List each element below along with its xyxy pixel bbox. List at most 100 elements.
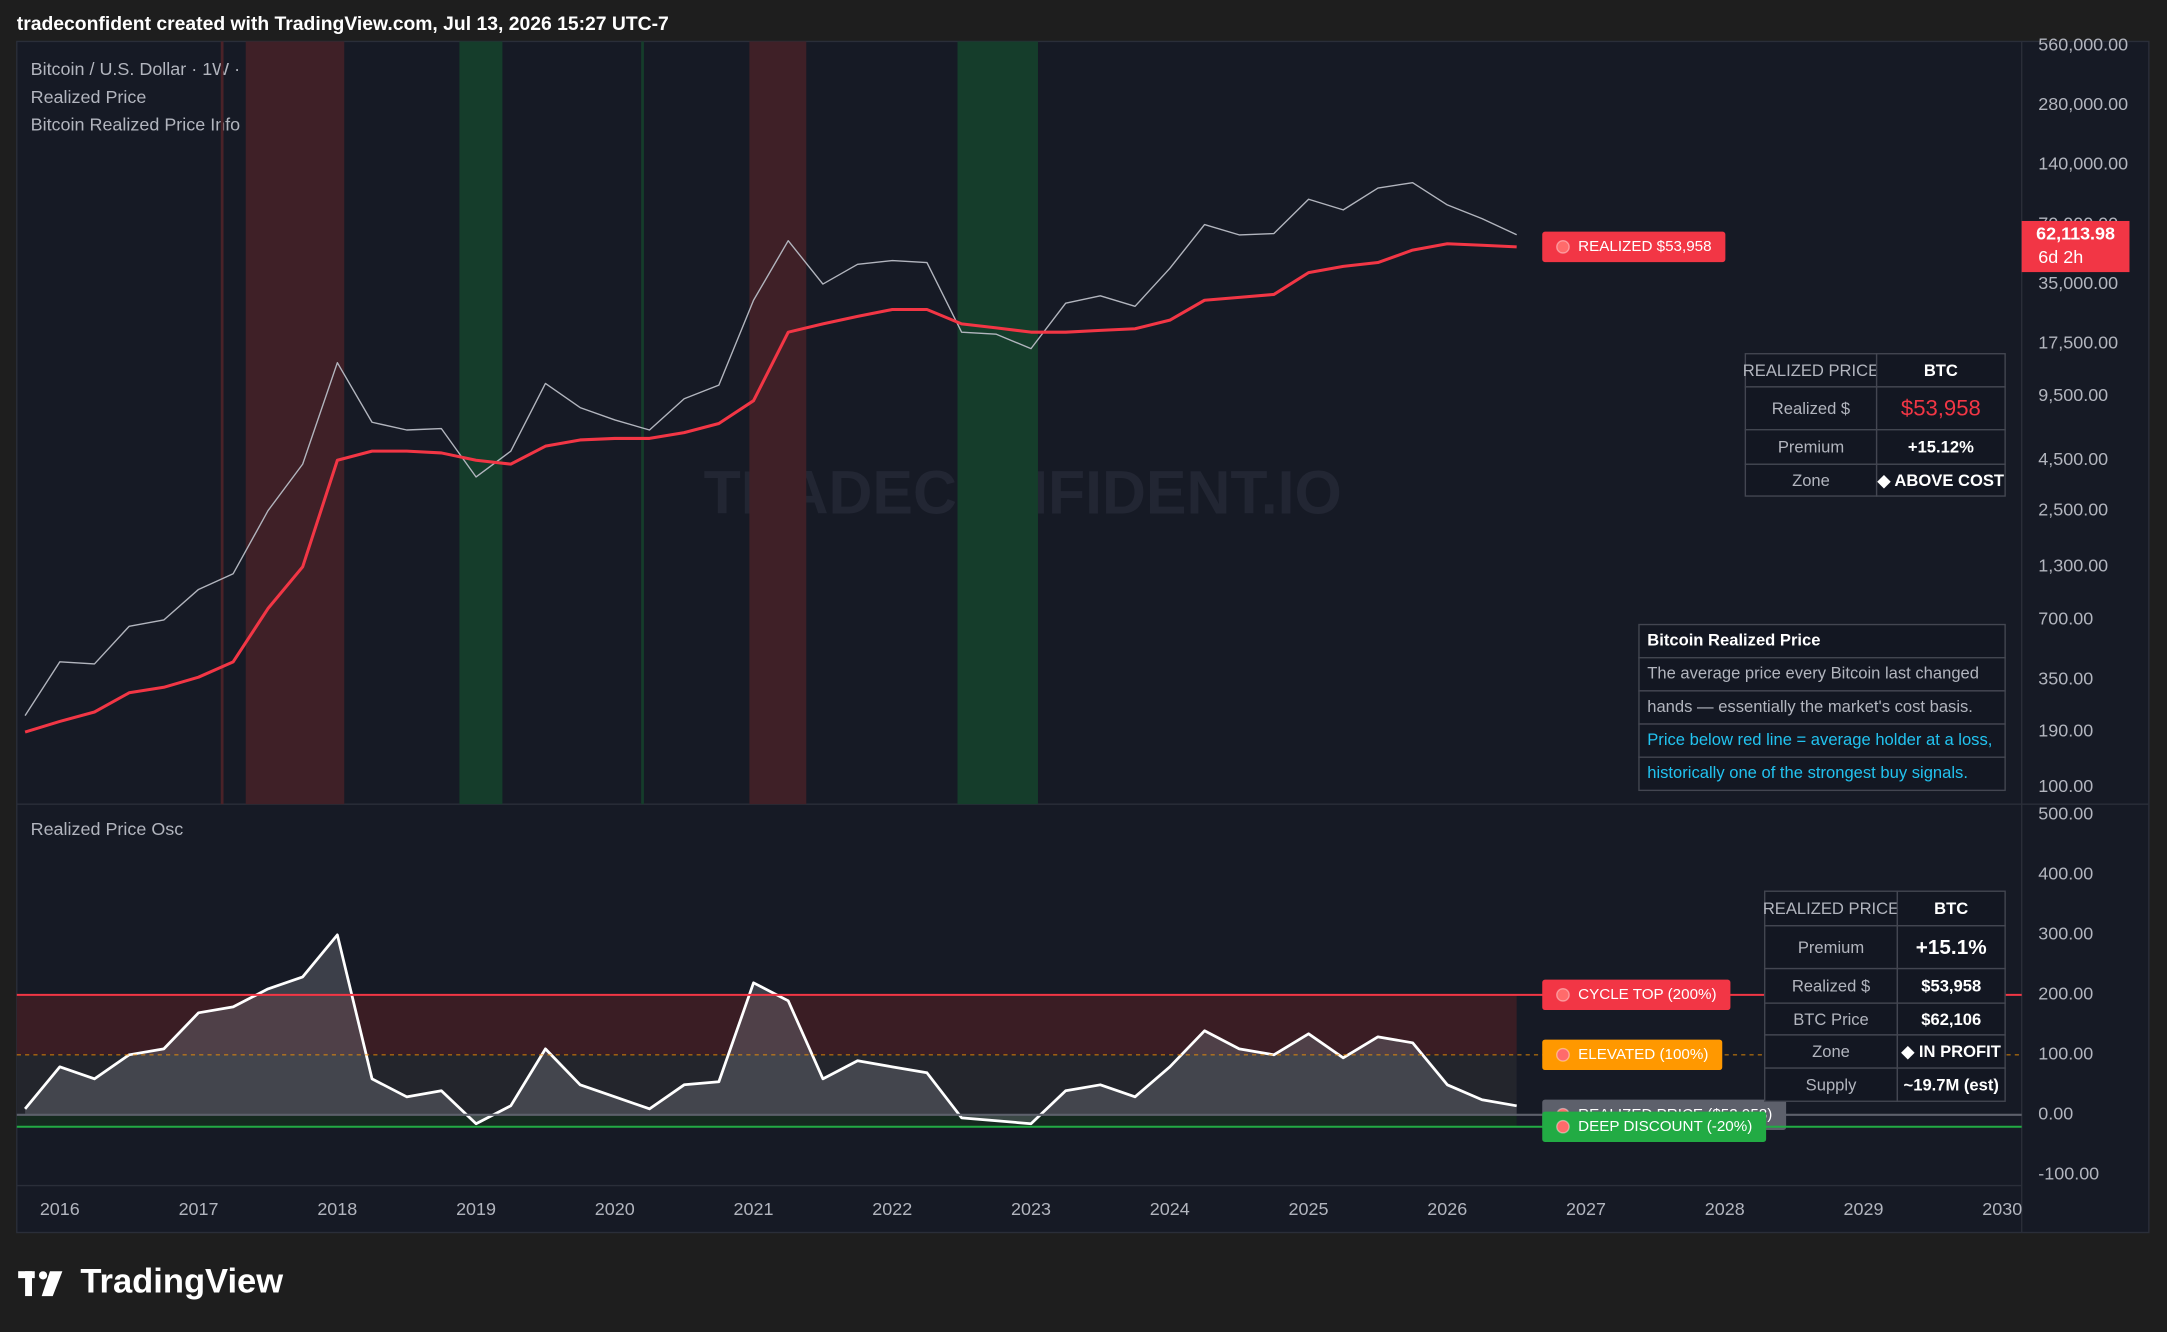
table-text: Supply (1806, 1075, 1857, 1094)
y-tick-label: 700.00 (2038, 609, 2093, 629)
x-tick-label: 2030 (1982, 1199, 2022, 1219)
table-text: BTC (1934, 899, 1968, 918)
y-tick-label: 190.00 (2038, 721, 2093, 741)
table-text: Zone (1812, 1042, 1850, 1061)
y-tick-label: 400.00 (2038, 864, 2093, 884)
y-tick-label: 560,000.00 (2038, 35, 2128, 55)
label-dot (1556, 1047, 1570, 1062)
pane-title: Realized Price Osc (31, 819, 184, 839)
y-tick-label: 1,300.00 (2038, 556, 2108, 576)
table-text: $53,958 (1921, 977, 1981, 996)
label-dot (1556, 239, 1570, 254)
logo: TradingView (18, 1263, 283, 1301)
series-line (24, 242, 1517, 734)
y-tick-label: 500.00 (2038, 804, 2093, 824)
y-tick-label: 100.00 (2038, 1044, 2093, 1064)
y-tick-label: 350.00 (2038, 668, 2093, 688)
table-cell (1744, 463, 1878, 497)
table-text: +15.1% (1916, 936, 1987, 959)
table-cell (1764, 1067, 1899, 1102)
shaded-region (641, 41, 644, 805)
logo-icon (25, 1271, 32, 1297)
info-cell (1638, 756, 2006, 792)
area-fill (25, 934, 1517, 1124)
table-cell (1896, 925, 2006, 970)
y-tick-label: 0.00 (2038, 1104, 2073, 1124)
label-box (1542, 1039, 1723, 1071)
x-tick-label: 2018 (317, 1199, 357, 1219)
level-label: CYCLE TOP (200%) (1542, 979, 1731, 1011)
x-tick-label: 2017 (179, 1199, 219, 1219)
table-cell (1896, 967, 2006, 1004)
table-text: Realized $ (1792, 977, 1870, 996)
table-cell (1744, 386, 1878, 431)
label-text: CYCLE TOP (200%) (1578, 986, 1716, 1003)
table-text: $62,106 (1921, 1010, 1981, 1029)
osc-line (24, 933, 1517, 1126)
zone-fill (16, 1114, 1517, 1127)
y-tick-label: 9,500.00 (2038, 385, 2108, 405)
table-text: Premium (1778, 438, 1844, 457)
y-tick-label: 35,000.00 (2038, 273, 2118, 293)
table-text: REALIZED PRICE (1743, 361, 1879, 380)
table-text: REALIZED PRICE (1763, 899, 1899, 918)
x-tick-label: 2020 (595, 1199, 635, 1219)
logo-text: TradingView (80, 1263, 283, 1301)
table-text: ~19.7M (est) (1904, 1075, 1999, 1094)
x-tick-label: 2026 (1427, 1199, 1467, 1219)
last-price: 62,113.98 (2036, 224, 2115, 244)
y-tick-label: 200.00 (2038, 984, 2093, 1004)
y-tick-label: 17,500.00 (2038, 332, 2118, 352)
zone-fill (16, 1054, 1517, 1115)
table-cell (1896, 1067, 2006, 1102)
info-text: Bitcoin Realized Price (1647, 631, 1820, 650)
table-text: Realized $ (1772, 399, 1850, 418)
legend-entry: Bitcoin Realized Price Info (31, 114, 241, 134)
y-tick-label: 280,000.00 (2038, 94, 2128, 114)
table-text: BTC (1924, 361, 1958, 380)
y-tick-label: 2,500.00 (2038, 499, 2108, 519)
label-box (1542, 979, 1731, 1011)
label-text: ELEVATED (100%) (1578, 1046, 1708, 1063)
info-text: Price below red line = average holder at… (1647, 730, 1992, 749)
x-tick-label: 2016 (40, 1199, 80, 1219)
x-tick-label: 2021 (734, 1199, 774, 1219)
info-text: historically one of the strongest buy si… (1647, 763, 1968, 782)
table-cell (1764, 890, 1899, 927)
logo-icon (38, 1271, 48, 1280)
table-text: $53,958 (1901, 396, 1981, 421)
info-text: hands — essentially the market's cost ba… (1647, 697, 1973, 716)
info-cell (1638, 657, 2006, 692)
x-axis: 2016 2017 2018 2019 2020 2021 2022 2023 2024 2025… (40, 1199, 2022, 1219)
table-text: ◆ ABOVE COST (1877, 471, 2004, 490)
logo-icon (41, 1271, 63, 1297)
shaded-region (459, 41, 503, 805)
table-cell (1896, 1034, 2006, 1069)
level-label: ELEVATED (100%) (1542, 1039, 1723, 1071)
y-tick-label: 300.00 (2038, 924, 2093, 944)
table-text: BTC Price (1793, 1010, 1869, 1029)
info-text: The average price every Bitcoin last cha… (1647, 664, 1979, 683)
x-tick-label: 2024 (1150, 1199, 1190, 1219)
table-text: Premium (1798, 938, 1864, 957)
shaded-region (245, 41, 345, 805)
legend-entry: Realized Price (31, 87, 147, 107)
table-cell (1764, 967, 1899, 1004)
label-box (1542, 231, 1726, 263)
y-tick-label: 100.00 (2038, 776, 2093, 796)
table-cell (1875, 386, 2006, 431)
shaded-region (220, 41, 224, 805)
label-box (1542, 1111, 1767, 1142)
level-label: DEEP DISCOUNT (-20%) (1542, 1111, 1767, 1142)
x-tick-label: 2029 (1844, 1199, 1884, 1219)
x-tick-label: 2028 (1705, 1199, 1745, 1219)
last-price-box (2021, 220, 2130, 273)
header-title: tradeconfident created with TradingView.… (17, 13, 669, 35)
series-line (24, 181, 1517, 716)
level-label: REALIZED $53,958 (1542, 231, 1726, 263)
x-tick-label: 2019 (456, 1199, 496, 1219)
info-cell (1638, 690, 2006, 725)
label-text: DEEP DISCOUNT (-20%) (1578, 1118, 1752, 1135)
y-tick-label: 140,000.00 (2038, 154, 2128, 174)
